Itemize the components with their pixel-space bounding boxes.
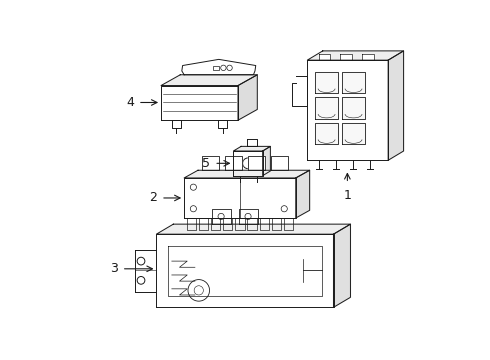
Polygon shape <box>202 156 219 170</box>
Polygon shape <box>199 218 208 230</box>
Text: 5: 5 <box>202 157 210 170</box>
Polygon shape <box>233 151 263 176</box>
Polygon shape <box>315 122 338 144</box>
Polygon shape <box>182 59 256 75</box>
Polygon shape <box>342 97 365 119</box>
Polygon shape <box>342 122 365 144</box>
Text: 4: 4 <box>126 96 134 109</box>
Polygon shape <box>161 86 238 120</box>
Polygon shape <box>184 170 310 178</box>
Polygon shape <box>156 234 334 307</box>
Polygon shape <box>341 54 352 60</box>
Polygon shape <box>315 72 338 93</box>
Polygon shape <box>284 218 293 230</box>
Polygon shape <box>319 54 330 60</box>
Polygon shape <box>161 75 257 86</box>
Polygon shape <box>307 60 388 160</box>
Polygon shape <box>260 218 269 230</box>
Polygon shape <box>247 218 257 230</box>
Polygon shape <box>342 72 365 93</box>
Polygon shape <box>212 209 231 224</box>
Polygon shape <box>238 75 257 120</box>
Polygon shape <box>172 120 181 128</box>
Text: 1: 1 <box>343 189 351 202</box>
Polygon shape <box>247 139 257 147</box>
Text: 2: 2 <box>149 192 157 204</box>
Polygon shape <box>184 178 296 218</box>
Polygon shape <box>248 156 265 170</box>
Polygon shape <box>211 218 220 230</box>
Polygon shape <box>388 51 404 160</box>
Polygon shape <box>271 218 281 230</box>
Polygon shape <box>315 97 338 119</box>
Polygon shape <box>362 54 373 60</box>
Bar <box>213 66 219 70</box>
Polygon shape <box>271 156 288 170</box>
Polygon shape <box>239 209 258 224</box>
Text: 3: 3 <box>110 262 118 275</box>
Polygon shape <box>156 224 350 234</box>
Polygon shape <box>235 218 245 230</box>
Polygon shape <box>223 218 232 230</box>
Polygon shape <box>233 147 270 151</box>
Polygon shape <box>135 249 156 292</box>
Polygon shape <box>334 224 350 307</box>
Polygon shape <box>296 170 310 218</box>
Polygon shape <box>307 51 404 60</box>
Polygon shape <box>218 120 227 128</box>
Polygon shape <box>187 218 196 230</box>
Polygon shape <box>263 147 270 176</box>
Polygon shape <box>225 156 242 170</box>
